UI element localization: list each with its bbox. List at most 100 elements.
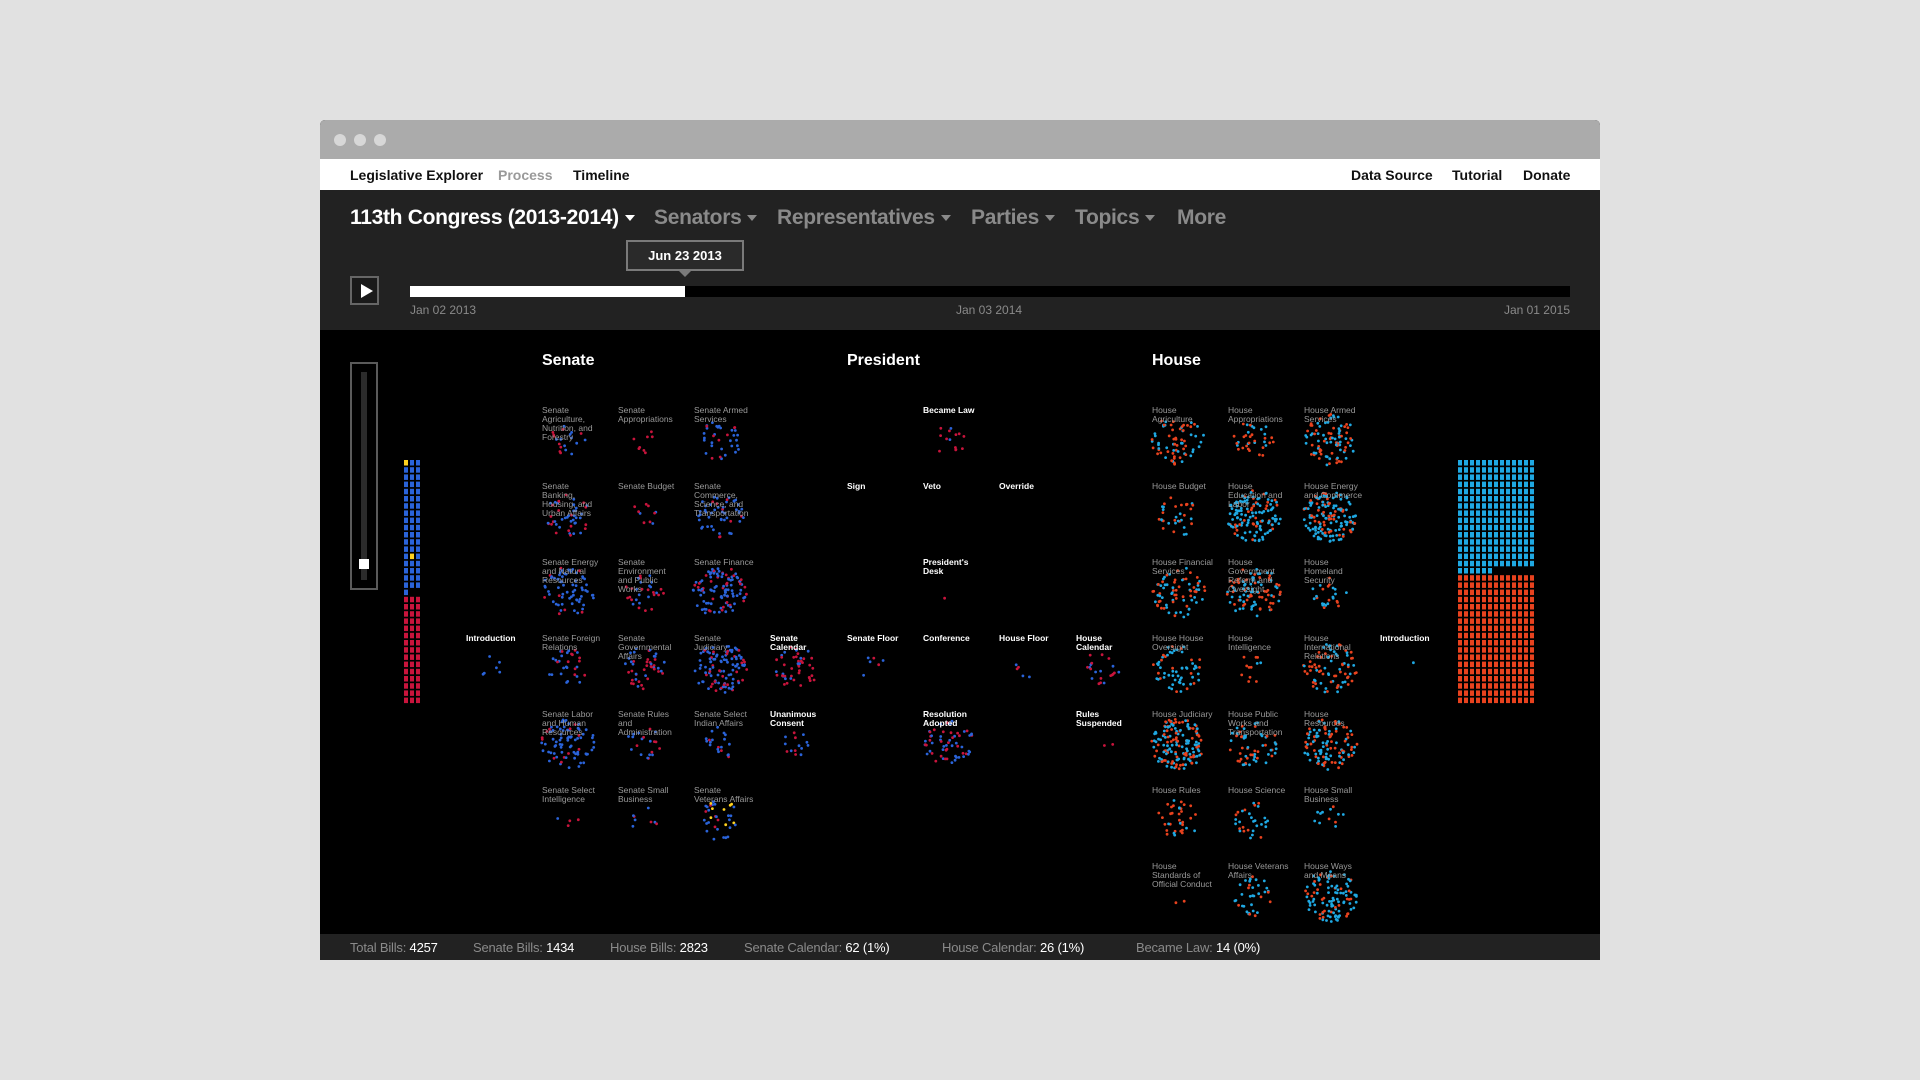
bill-dot[interactable] [1326, 690, 1329, 693]
bill-dot[interactable] [1271, 440, 1275, 444]
bill-dot[interactable] [707, 515, 711, 519]
bill-dot[interactable] [551, 729, 555, 732]
bill-dot[interactable] [1241, 587, 1245, 591]
bill-dot[interactable] [1177, 680, 1181, 684]
bill-dot[interactable] [1339, 670, 1342, 674]
bill-dot[interactable] [1319, 655, 1323, 659]
bill-dot[interactable] [1243, 496, 1246, 500]
stage-label[interactable]: House Agriculture [1152, 405, 1193, 424]
bill-dot[interactable] [1179, 690, 1183, 693]
bill-dot[interactable] [1251, 909, 1255, 913]
representative-icon-dem[interactable] [1500, 510, 1504, 516]
bill-dot[interactable] [1246, 447, 1250, 451]
bill-dot[interactable] [1161, 508, 1165, 511]
representative-icon-dem[interactable] [1476, 460, 1480, 466]
bill-dot[interactable] [634, 672, 638, 676]
bill-dot[interactable] [560, 595, 564, 599]
bill-dot[interactable] [1337, 427, 1341, 430]
representative-icon-rep[interactable] [1464, 668, 1468, 675]
bill-dot[interactable] [573, 667, 577, 671]
bill-dot[interactable] [1267, 605, 1271, 609]
bill-dot[interactable] [1338, 440, 1342, 444]
bill-dot[interactable] [1313, 880, 1316, 883]
representative-icon-dem[interactable] [1482, 474, 1486, 480]
bill-dot[interactable] [576, 750, 580, 754]
bill-dot[interactable] [1241, 494, 1244, 498]
bill-dot[interactable] [1170, 765, 1173, 769]
bill-dot[interactable] [704, 646, 708, 650]
bill-dot[interactable] [1190, 761, 1194, 765]
senator-icon-dem[interactable] [416, 582, 420, 588]
bill-dot[interactable] [550, 673, 554, 676]
bill-dot[interactable] [1267, 753, 1270, 756]
bill-dot[interactable] [577, 734, 581, 737]
senator-icon-dem[interactable] [410, 481, 414, 488]
bill-dot[interactable] [1263, 440, 1266, 444]
representative-icon-dem[interactable] [1530, 474, 1534, 480]
bill-dot[interactable] [1317, 651, 1321, 654]
bill-dot[interactable] [556, 817, 560, 820]
bill-dot[interactable] [1174, 597, 1178, 600]
bill-dot[interactable] [1187, 607, 1191, 611]
bill-dot[interactable] [1330, 900, 1333, 903]
bill-dot[interactable] [1346, 743, 1350, 747]
bill-dot[interactable] [1329, 517, 1333, 521]
representative-icon-dem[interactable] [1524, 539, 1528, 545]
bill-dot[interactable] [1264, 491, 1268, 495]
bill-dot[interactable] [1226, 590, 1229, 594]
bill-dot[interactable] [551, 600, 555, 604]
bill-dot[interactable] [1329, 432, 1333, 435]
bill-dot[interactable] [1244, 754, 1248, 758]
bill-dot[interactable] [557, 442, 561, 446]
bill-dot[interactable] [1235, 504, 1239, 508]
senator-icon-dem[interactable] [404, 539, 408, 545]
representative-icon-rep[interactable] [1500, 625, 1504, 632]
bill-dot[interactable] [1185, 739, 1189, 742]
representative-icon-dem[interactable] [1506, 524, 1510, 531]
bill-dot[interactable] [1327, 909, 1331, 913]
bill-dot[interactable] [1346, 912, 1349, 916]
bill-dot[interactable] [1234, 813, 1238, 817]
bill-dot[interactable] [555, 755, 559, 759]
bill-dot[interactable] [1157, 737, 1160, 741]
bill-dot[interactable] [1275, 582, 1279, 586]
bill-dot[interactable] [570, 452, 574, 456]
bill-dot[interactable] [1327, 530, 1331, 534]
bill-dot[interactable] [1181, 595, 1185, 599]
bill-dot[interactable] [1335, 686, 1339, 689]
bill-dot[interactable] [737, 681, 741, 685]
bill-dot[interactable] [728, 803, 732, 807]
bill-dot[interactable] [1265, 886, 1269, 890]
representative-icon-dem[interactable] [1530, 517, 1534, 524]
bill-dot[interactable] [709, 503, 712, 506]
representative-icon-dem[interactable] [1488, 474, 1492, 480]
bill-dot[interactable] [1172, 721, 1176, 725]
timeline-track[interactable] [410, 286, 1570, 297]
senator-icon-dem[interactable] [410, 488, 414, 495]
bill-dot[interactable] [1330, 904, 1334, 908]
bill-dot[interactable] [724, 573, 728, 577]
representative-icon-rep[interactable] [1506, 604, 1510, 610]
bill-dot[interactable] [731, 592, 735, 595]
senator-icon-rep[interactable] [416, 604, 420, 610]
bill-dot[interactable] [722, 808, 726, 811]
representative-icon-rep[interactable] [1488, 611, 1492, 617]
bill-dot[interactable] [1340, 460, 1343, 464]
bill-dot[interactable] [1248, 812, 1251, 816]
bill-dot[interactable] [1166, 735, 1170, 739]
representative-icon-rep[interactable] [1518, 611, 1522, 617]
representative-icon-rep[interactable] [1464, 625, 1468, 632]
bill-dot[interactable] [584, 728, 588, 732]
stage-label[interactable]: Senate Armed Services [694, 405, 748, 424]
bill-dot[interactable] [802, 733, 805, 736]
representative-icon-rep[interactable] [1482, 690, 1486, 696]
bill-dot[interactable] [1307, 736, 1311, 740]
bill-dot[interactable] [570, 431, 573, 434]
bill-dot[interactable] [1264, 761, 1268, 765]
bill-dot[interactable] [579, 432, 583, 435]
bill-dot[interactable] [1316, 762, 1320, 765]
bill-dot[interactable] [1185, 566, 1188, 570]
bill-dot[interactable] [799, 753, 803, 757]
bill-dot[interactable] [1312, 891, 1316, 894]
bill-dot[interactable] [698, 510, 702, 513]
